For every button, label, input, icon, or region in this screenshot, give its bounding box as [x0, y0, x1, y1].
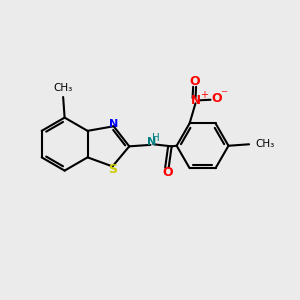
Text: S: S	[108, 164, 117, 176]
Text: N: N	[109, 119, 118, 129]
Text: N: N	[191, 94, 201, 107]
Text: O: O	[190, 75, 200, 88]
Text: CH₃: CH₃	[53, 83, 73, 94]
Text: +: +	[200, 90, 208, 100]
Text: ⁻: ⁻	[220, 88, 228, 103]
Text: CH₃: CH₃	[256, 139, 275, 149]
Text: H: H	[152, 133, 160, 143]
Text: O: O	[162, 166, 172, 179]
Text: O: O	[212, 92, 222, 105]
Text: N: N	[147, 137, 156, 147]
